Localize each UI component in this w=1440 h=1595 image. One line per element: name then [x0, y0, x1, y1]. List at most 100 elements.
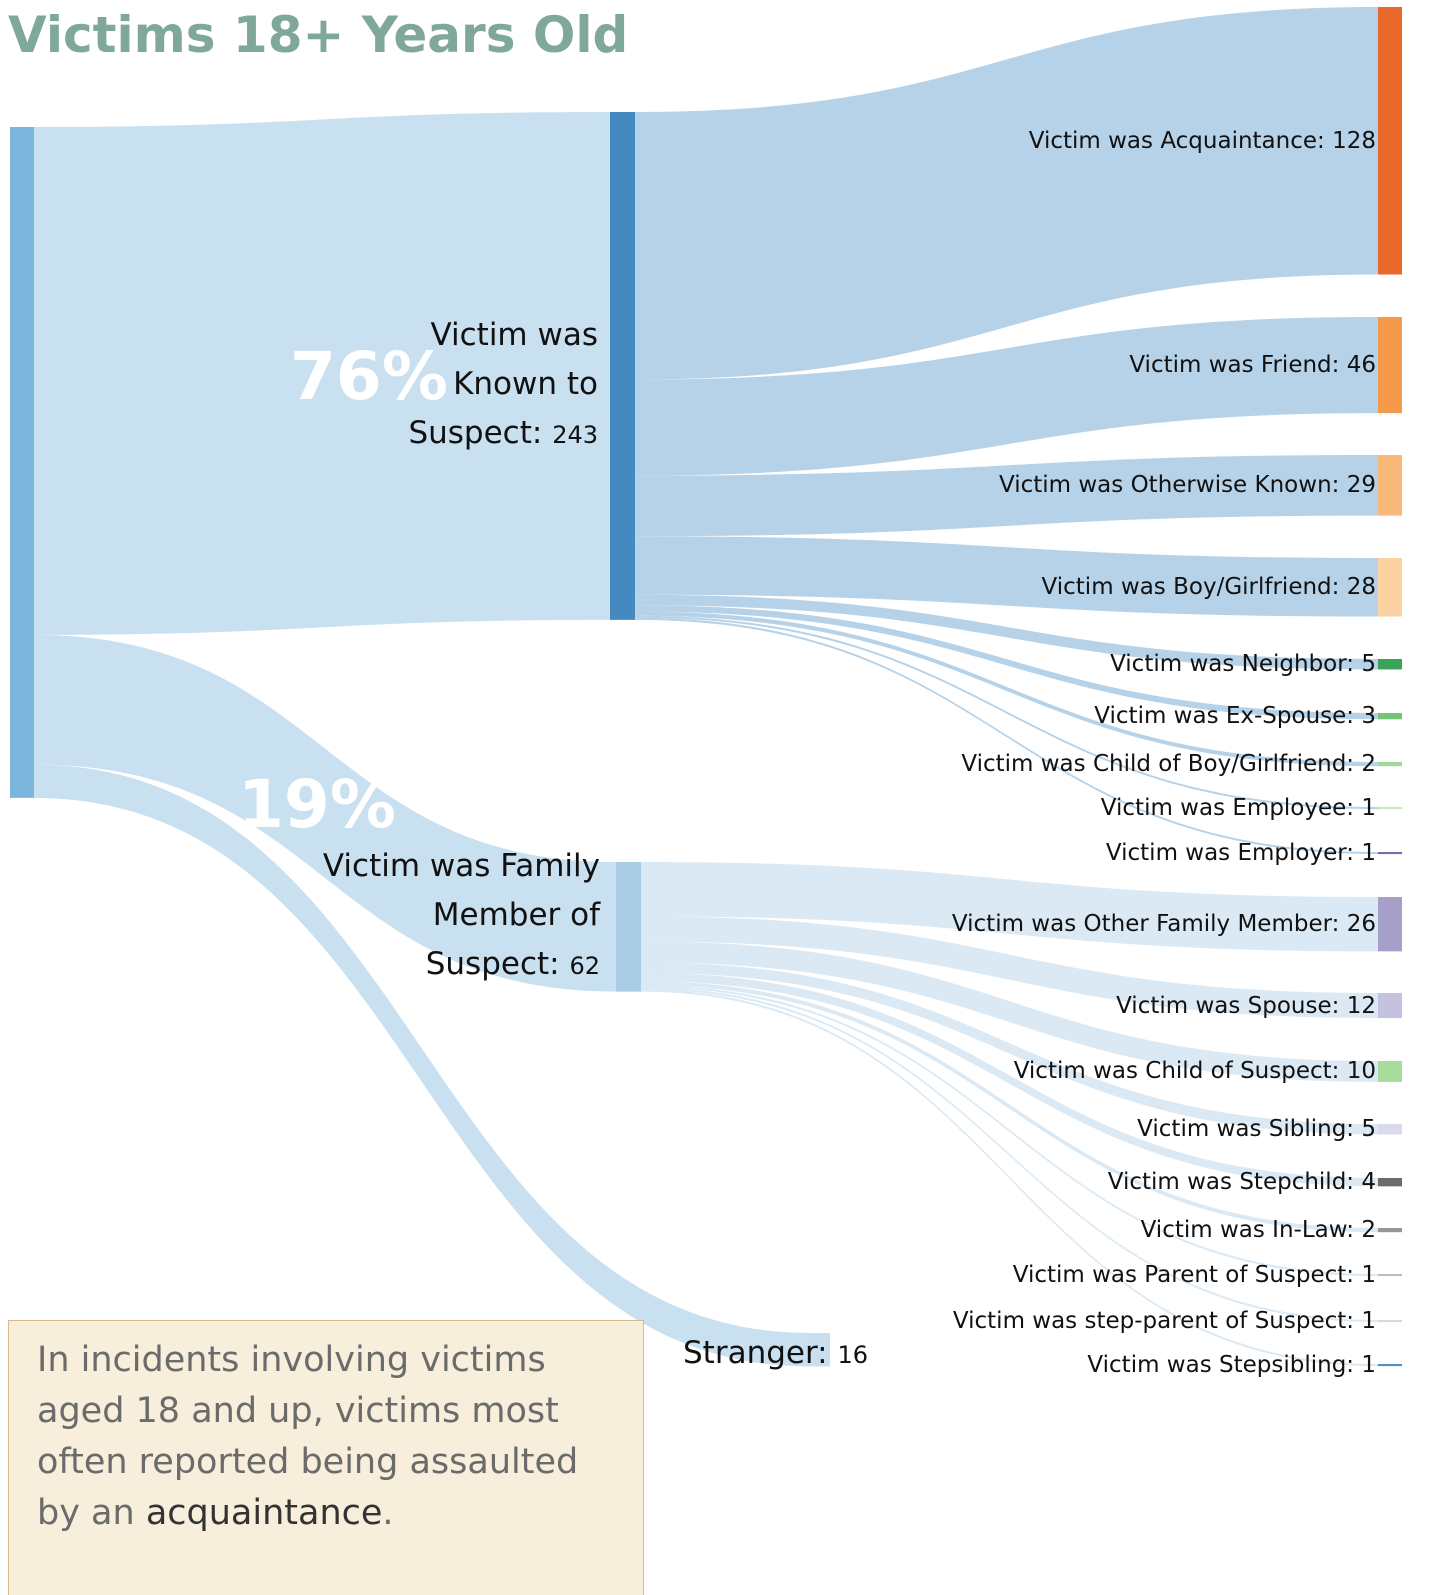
link — [641, 941, 1378, 1082]
middle-node — [616, 862, 641, 992]
target-node — [1378, 659, 1402, 670]
node-label: Victim was Acquaintance: 128 — [1029, 128, 1376, 154]
node-name: Victim was Spouse: — [1116, 992, 1340, 1019]
node-name: Victim was step-parent of Suspect: — [952, 1308, 1355, 1335]
node-name: Victim was Child of Boy/Girlfriend: — [961, 751, 1355, 778]
note-end: . — [382, 1493, 394, 1533]
node-value: 128 — [1332, 127, 1376, 154]
node-label: Victim was Otherwise Known: 29 — [999, 472, 1376, 498]
link — [641, 985, 1378, 1277]
middle-node — [610, 112, 635, 620]
node-name: Victim was Child of Suspect: — [1013, 1058, 1340, 1085]
node-name: Stranger: — [683, 1335, 828, 1371]
node-name: Victim was Ex-Spouse: — [1094, 703, 1355, 730]
target-node — [1378, 455, 1402, 516]
node-label: Victim was Boy/Girlfriend: 28 — [1042, 574, 1376, 600]
node-label: Victim was Child of Suspect: 10 — [1014, 1058, 1376, 1084]
node-label: Victim was Other Family Member: 26 — [952, 911, 1376, 937]
node-value: 1 — [1361, 840, 1376, 867]
node-label: Victim was Child of Boy/Girlfriend: 2 — [961, 751, 1376, 777]
node-value: 2 — [1361, 1217, 1376, 1244]
node-value: 1 — [1361, 1352, 1376, 1379]
node-name: Victim was Stepchild: — [1107, 1169, 1355, 1196]
link — [641, 862, 1378, 952]
link — [641, 981, 1378, 1233]
node-value: 1 — [1361, 1308, 1376, 1335]
note-highlight: acquaintance — [145, 1493, 383, 1533]
node-label: Victim was Family Member of Suspect: 62 — [320, 842, 600, 991]
node-label: Victim was Sibling: 5 — [1137, 1116, 1376, 1142]
node-label: Victim was Known to Suspect: 243 — [408, 311, 598, 460]
middle-node — [810, 1333, 830, 1367]
target-node — [1378, 1274, 1402, 1277]
node-name: Victim was In-Law: — [1140, 1217, 1355, 1244]
target-node — [1378, 1061, 1402, 1082]
link — [635, 536, 1378, 617]
node-value: 243 — [552, 421, 598, 449]
link — [34, 634, 616, 992]
node-label: Victim was Neighbor: 5 — [1110, 651, 1376, 677]
link — [34, 764, 810, 1367]
target-node — [1378, 713, 1402, 720]
target-node — [1378, 897, 1402, 952]
node-value: 5 — [1361, 651, 1376, 678]
node-name: Victim was Other Family Member: — [951, 911, 1340, 938]
link — [641, 987, 1378, 1323]
node-label: Victim was Friend: 46 — [1129, 352, 1376, 378]
target-node — [1378, 1320, 1402, 1323]
node-value: 3 — [1361, 703, 1376, 730]
node-name: Victim was Employee: — [1100, 795, 1355, 822]
node-value: 5 — [1361, 1116, 1376, 1143]
link — [635, 455, 1378, 537]
target-node — [1378, 317, 1402, 414]
node-label: Victim was Employee: 1 — [1101, 795, 1376, 821]
link — [34, 112, 610, 635]
percent-annotation: 19% — [238, 766, 396, 843]
link — [635, 611, 1378, 767]
node-label: Victim was Stepsibling: 1 — [1087, 1352, 1376, 1378]
link — [635, 605, 1378, 720]
link — [635, 594, 1378, 670]
chart-title: Victims 18+ Years Old — [8, 6, 629, 64]
target-node — [1378, 1178, 1402, 1187]
node-name: Victim was Otherwise Known: — [998, 472, 1340, 499]
link — [635, 615, 1378, 810]
target-node — [1378, 7, 1402, 275]
note-box: In incidents involving victims aged 18 a… — [8, 1320, 644, 1595]
node-label: Stranger: 16 — [683, 1333, 868, 1375]
node-label: Victim was Employer: 1 — [1106, 840, 1376, 866]
target-node — [1378, 807, 1402, 810]
node-label: Victim was Ex-Spouse: 3 — [1094, 703, 1376, 729]
target-node — [1378, 762, 1402, 767]
node-name: Victim was Friend: — [1129, 352, 1340, 379]
node-name: Victim was Parent of Suspect: — [1012, 1262, 1355, 1289]
node-name: Victim was Acquaintance: — [1028, 127, 1325, 154]
target-node — [1378, 852, 1402, 855]
link — [641, 916, 1378, 1019]
link — [641, 989, 1378, 1367]
node-value: 4 — [1361, 1169, 1376, 1196]
node-label: Victim was Parent of Suspect: 1 — [1013, 1262, 1376, 1288]
node-value: 10 — [1346, 1058, 1376, 1085]
node-value: 26 — [1346, 911, 1376, 938]
node-name: Victim was Neighbor: — [1110, 651, 1355, 678]
target-node — [1378, 1124, 1402, 1135]
node-value: 46 — [1346, 352, 1376, 379]
node-name: Victim was Boy/Girlfriend: — [1041, 574, 1340, 601]
node-label: Victim was Spouse: 12 — [1116, 993, 1376, 1019]
node-name: Victim was Known to Suspect: — [408, 317, 598, 451]
node-value: 62 — [569, 952, 600, 980]
percent-annotation: 76% — [290, 338, 448, 415]
node-value: 1 — [1361, 795, 1376, 822]
root-node — [10, 127, 34, 798]
link — [641, 962, 1378, 1135]
link — [641, 972, 1378, 1187]
node-value: 28 — [1346, 574, 1376, 601]
node-name: Victim was Stepsibling: — [1087, 1352, 1355, 1379]
target-node — [1378, 1364, 1402, 1367]
node-label: Victim was Stepchild: 4 — [1108, 1169, 1376, 1195]
node-name: Victim was Sibling: — [1137, 1116, 1355, 1143]
node-value: 2 — [1361, 751, 1376, 778]
link — [635, 7, 1378, 380]
